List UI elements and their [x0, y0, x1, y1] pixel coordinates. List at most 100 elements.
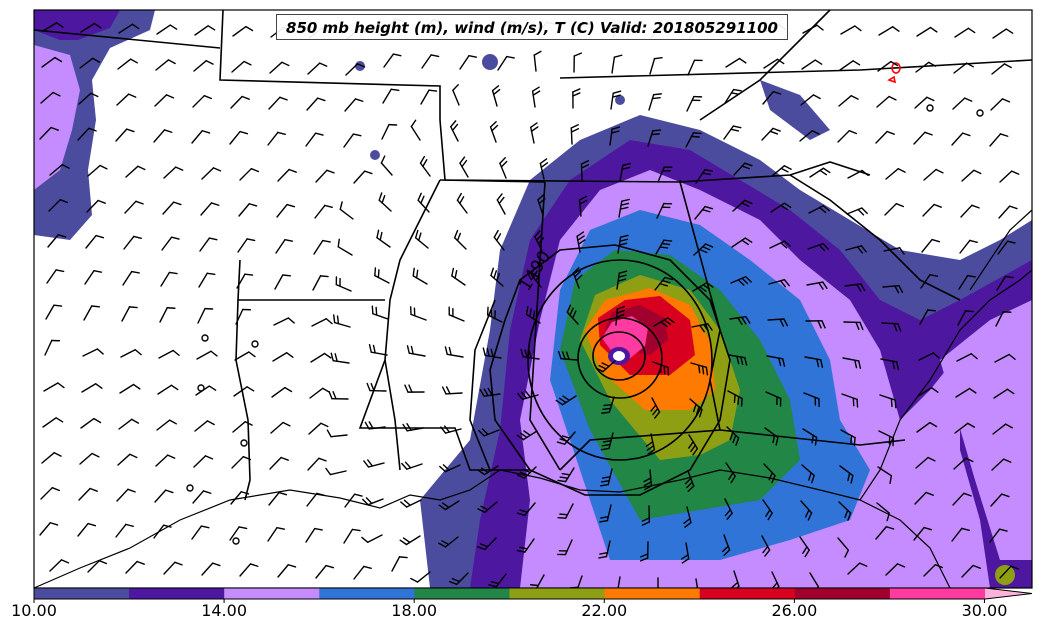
wind-barb: [39, 522, 59, 536]
wind-barb: [730, 276, 752, 286]
wind-barb: [998, 205, 1018, 219]
wind-barb: [493, 229, 505, 251]
colorbar-tick-label: 22.00: [581, 601, 628, 620]
wind-barb: [381, 123, 398, 140]
wind-barb: [992, 423, 1013, 435]
wind-barb: [837, 129, 858, 143]
wind-barb: [330, 352, 350, 364]
wind-barb: [391, 556, 408, 572]
colorbar-tick-label: 30.00: [961, 601, 1008, 620]
wind-barb: [648, 93, 662, 111]
wind-barb: [727, 390, 743, 407]
wind-barb: [956, 353, 978, 362]
wind-barb: [953, 457, 974, 470]
colorbar-extend-arrow: [985, 588, 1032, 599]
wind-barb: [762, 499, 773, 521]
wind-barb: [952, 492, 972, 506]
wind-barb: [378, 192, 392, 212]
wind-barb: [951, 132, 971, 146]
wind-barb: [990, 98, 1011, 111]
wind-barb: [611, 54, 623, 74]
wind-barb: [231, 455, 252, 469]
wind-barb: [763, 463, 776, 484]
wind-barb: [277, 168, 297, 182]
wind-barb: [618, 198, 630, 218]
wind-barb: [275, 239, 294, 254]
wind-barb: [339, 201, 354, 220]
wind-barb: [444, 346, 464, 358]
wind-barb: [691, 323, 713, 333]
wind-barb: [122, 270, 140, 286]
wind-barb: [533, 50, 542, 72]
temperature-contour: [891, 62, 901, 74]
wind-barb: [123, 235, 142, 250]
height-contours: [469, 244, 731, 496]
height-contour-far: [469, 299, 496, 471]
wind-barb: [332, 314, 351, 328]
height-contour-1490: [489, 244, 731, 496]
wind-barb: [576, 231, 586, 253]
wind-barb: [990, 493, 1010, 507]
colorbar-tick-label: 26.00: [771, 601, 818, 620]
wind-barb: [799, 536, 810, 558]
wind-barb: [914, 491, 934, 505]
wind-barb: [557, 467, 575, 483]
wind-barb: [960, 204, 980, 218]
wind-barb: [920, 274, 939, 289]
wind-barb: [118, 418, 140, 430]
wind-barb: [847, 169, 869, 179]
wind-barb: [200, 202, 220, 216]
wind-barb: [649, 57, 663, 75]
wind-barb: [201, 167, 222, 180]
wind-barb: [879, 394, 897, 409]
wind-barb: [556, 431, 576, 445]
wind-barb: [120, 349, 142, 358]
wind-barb: [486, 306, 503, 323]
colorbar-segment: [794, 588, 891, 599]
wind-barb: [921, 238, 941, 253]
wind-speckle: [370, 150, 380, 160]
wind-barb: [353, 565, 372, 580]
wind-barb: [766, 355, 786, 367]
wind-barb: [306, 492, 325, 507]
wind-barb: [580, 160, 590, 181]
wind-barb: [923, 168, 944, 181]
wind-barb: [161, 236, 180, 251]
wind-barb: [959, 239, 978, 254]
wind-barb: [456, 192, 468, 214]
wind-barb: [276, 203, 296, 218]
wind-barb: [764, 427, 779, 446]
wind-barb: [489, 121, 499, 143]
wind-barb: [534, 230, 545, 252]
wind-barb: [952, 97, 973, 110]
wind-barb: [913, 526, 933, 541]
wind-barb: [41, 56, 63, 68]
wind-barb: [878, 26, 900, 36]
wind-barb: [311, 318, 333, 327]
wind-barb: [762, 90, 782, 105]
wind-barb: [915, 61, 937, 73]
wind-barb: [195, 385, 217, 396]
wind-barb: [412, 267, 428, 285]
wind-shade-east-coast-light: [940, 300, 1032, 560]
colorbar: [33, 587, 1033, 603]
wind-barb: [721, 534, 731, 556]
wind-barb: [557, 503, 574, 519]
wind-barb: [194, 420, 215, 432]
wind-barb: [732, 199, 753, 212]
wind-barb: [382, 88, 400, 104]
wind-barb: [996, 275, 1014, 291]
wind-barb: [989, 528, 1008, 543]
wind-barb: [404, 384, 425, 393]
wind-barb: [453, 229, 467, 250]
wind-barb: [694, 205, 714, 220]
wind-barb: [724, 88, 742, 104]
wind-barb: [156, 24, 178, 35]
wind-barb: [917, 387, 939, 397]
wind-barb: [838, 95, 859, 107]
wind-barb: [229, 526, 248, 541]
wind-barb: [268, 96, 288, 110]
wind-barb: [325, 467, 347, 476]
colorbar-segment: [319, 588, 415, 599]
wind-barb: [654, 276, 674, 291]
